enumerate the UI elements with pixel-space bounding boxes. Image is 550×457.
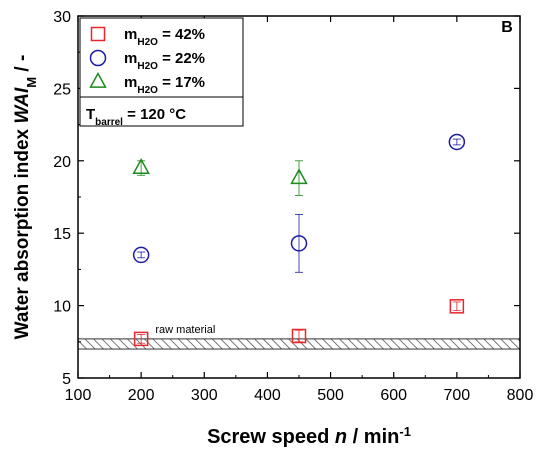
legend-marker-circle — [89, 49, 107, 67]
series-circle — [132, 133, 466, 273]
data-point-square — [449, 299, 465, 314]
data-point-square — [133, 331, 149, 347]
data-point-circle — [448, 133, 466, 151]
data-point-triangle — [290, 168, 308, 185]
y-axis-title: Water absorption index WAIM / - — [12, 55, 39, 340]
y-tick-label: 15 — [53, 226, 71, 243]
data-point-square — [291, 328, 307, 344]
y-tick-label: 30 — [53, 9, 71, 26]
series-square — [133, 299, 465, 347]
legend-label: mH2O = 17% — [124, 74, 205, 96]
x-tick-label: 400 — [254, 387, 281, 404]
x-axis-title: Screw speed n / min-1 — [207, 424, 411, 449]
axes-layer: 100 200 300 400 500 600 700 800 5 10 15 20 25 30 Screw… — [12, 9, 533, 448]
panel-label: B — [501, 19, 513, 36]
series-triangle — [132, 158, 308, 196]
y-tick-label: 20 — [53, 154, 71, 171]
condition-label: Tbarrel = 120 °C — [86, 106, 186, 128]
y-tick-label: 5 — [62, 371, 71, 388]
raw-material-label: raw material — [155, 324, 215, 336]
x-tick-label: 800 — [507, 387, 534, 404]
x-tick-label: 700 — [444, 387, 471, 404]
data-point-circle — [132, 246, 150, 264]
data-point-triangle — [132, 158, 150, 174]
legend-box — [79, 17, 244, 127]
x-tick-label: 500 — [317, 387, 344, 404]
legend-label: mH2O = 22% — [124, 50, 205, 72]
legend-marker-triangle — [89, 71, 107, 88]
x-tick-label: 200 — [128, 387, 155, 404]
data-point-circle — [290, 235, 308, 252]
y-tick-label: 10 — [53, 299, 71, 316]
legend: mH2O = 42%mH2O = 22%mH2O = 17% Tbarrel = … — [79, 17, 244, 128]
data-layer — [132, 133, 466, 347]
legend-label: mH2O = 42% — [124, 26, 205, 48]
x-tick-label: 600 — [380, 387, 407, 404]
legend-marker-square — [90, 26, 106, 42]
x-tick-label: 100 — [65, 387, 92, 404]
x-tick-label: 300 — [191, 387, 218, 404]
y-tick-label: 25 — [53, 81, 71, 98]
